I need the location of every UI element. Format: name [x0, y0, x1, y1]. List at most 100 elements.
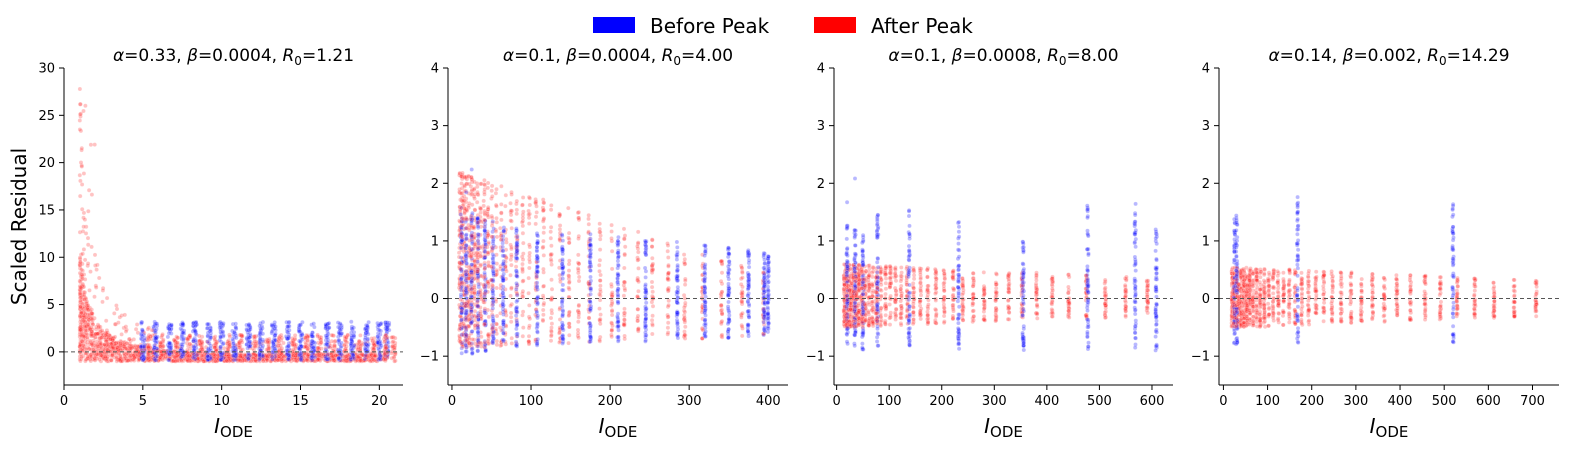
after-peak-point	[137, 357, 142, 362]
after-peak-point	[291, 357, 296, 363]
after-peak-point	[121, 344, 127, 350]
after-peak-point	[346, 356, 351, 361]
after-peak-point	[78, 298, 83, 303]
after-peak-point	[118, 346, 123, 351]
after-peak-point	[187, 351, 192, 356]
after-peak-point	[146, 357, 151, 362]
after-peak-point	[288, 359, 294, 364]
before-peak-point	[464, 232, 469, 237]
after-peak-point	[102, 357, 107, 362]
after-peak-point	[147, 346, 152, 351]
after-peak-point	[114, 355, 120, 360]
after-peak-point	[520, 215, 526, 221]
after-peak-point	[265, 355, 271, 361]
after-peak-point	[381, 357, 386, 362]
after-peak-point	[649, 318, 655, 323]
after-peak-point	[121, 325, 127, 331]
after-peak-point	[350, 354, 355, 360]
after-peak-point	[242, 353, 248, 359]
after-peak-point	[527, 221, 532, 226]
after-peak-point	[503, 203, 508, 209]
after-peak-point	[77, 357, 83, 362]
after-peak-point	[78, 304, 83, 310]
before-peak-point	[179, 334, 185, 339]
before-peak-point	[675, 274, 680, 280]
after-peak-point	[223, 353, 228, 358]
after-peak-point	[93, 345, 99, 350]
after-peak-point	[89, 192, 95, 197]
after-peak-point	[597, 269, 602, 274]
after-peak-point	[344, 354, 349, 359]
after-peak-point	[213, 353, 218, 358]
after-peak-point	[82, 304, 87, 309]
after-peak-point	[329, 354, 334, 360]
after-peak-point	[597, 292, 602, 297]
after-peak-point	[78, 290, 83, 296]
after-peak-point	[540, 245, 545, 251]
after-peak-point	[167, 356, 173, 362]
before-peak-point	[500, 244, 505, 250]
after-peak-point	[297, 356, 302, 361]
after-peak-point	[224, 357, 230, 363]
after-peak-point	[118, 343, 124, 348]
after-peak-point	[549, 311, 555, 316]
after-peak-point	[82, 344, 87, 350]
after-peak-point	[95, 322, 101, 327]
after-peak-point	[83, 333, 88, 338]
after-peak-point	[292, 355, 298, 361]
before-peak-point	[248, 327, 253, 332]
after-peak-point	[77, 327, 83, 332]
after-peak-point	[533, 214, 539, 219]
after-peak-point	[328, 357, 334, 362]
after-peak-point	[498, 225, 503, 231]
after-peak-point	[275, 352, 280, 357]
after-peak-point	[719, 289, 725, 294]
after-peak-point	[87, 288, 92, 293]
before-peak-point	[560, 276, 565, 281]
after-peak-point	[526, 334, 532, 339]
before-peak-point	[257, 353, 262, 358]
after-peak-point	[106, 342, 112, 347]
after-peak-point	[173, 356, 179, 361]
after-peak-point	[482, 192, 487, 197]
after-peak-point	[100, 286, 106, 291]
after-peak-point	[92, 335, 98, 340]
after-peak-point	[103, 330, 108, 336]
after-peak-point	[650, 289, 655, 294]
after-peak-point	[311, 358, 316, 364]
after-peak-point	[287, 352, 292, 358]
after-peak-point	[222, 356, 228, 361]
after-peak-point	[109, 358, 114, 363]
after-peak-point	[139, 356, 144, 361]
after-peak-point	[289, 353, 295, 358]
after-peak-point	[97, 357, 102, 362]
after-peak-point	[622, 251, 627, 257]
before-peak-point	[559, 299, 565, 304]
after-peak-point	[83, 314, 89, 320]
after-peak-point	[78, 314, 84, 319]
after-peak-point	[87, 346, 92, 352]
after-peak-point	[557, 212, 563, 217]
before-peak-point	[560, 249, 565, 254]
after-peak-point	[540, 318, 546, 324]
before-peak-point	[141, 344, 147, 350]
after-peak-point	[79, 182, 85, 187]
after-peak-point	[196, 357, 201, 363]
after-peak-point	[91, 338, 96, 343]
after-peak-point	[78, 304, 83, 309]
before-peak-point	[535, 313, 540, 318]
before-peak-point	[615, 319, 621, 325]
after-peak-point	[541, 225, 547, 230]
before-peak-point	[535, 241, 540, 246]
before-peak-point	[560, 309, 566, 314]
after-peak-point	[217, 352, 222, 358]
after-peak-point	[374, 355, 380, 360]
after-peak-point	[351, 357, 356, 362]
after-peak-point	[79, 333, 85, 339]
after-peak-point	[134, 355, 139, 360]
before-peak-point	[469, 167, 474, 172]
after-peak-point	[520, 230, 526, 236]
after-peak-point	[124, 356, 130, 362]
after-peak-point	[215, 355, 220, 361]
after-peak-point	[129, 344, 135, 349]
